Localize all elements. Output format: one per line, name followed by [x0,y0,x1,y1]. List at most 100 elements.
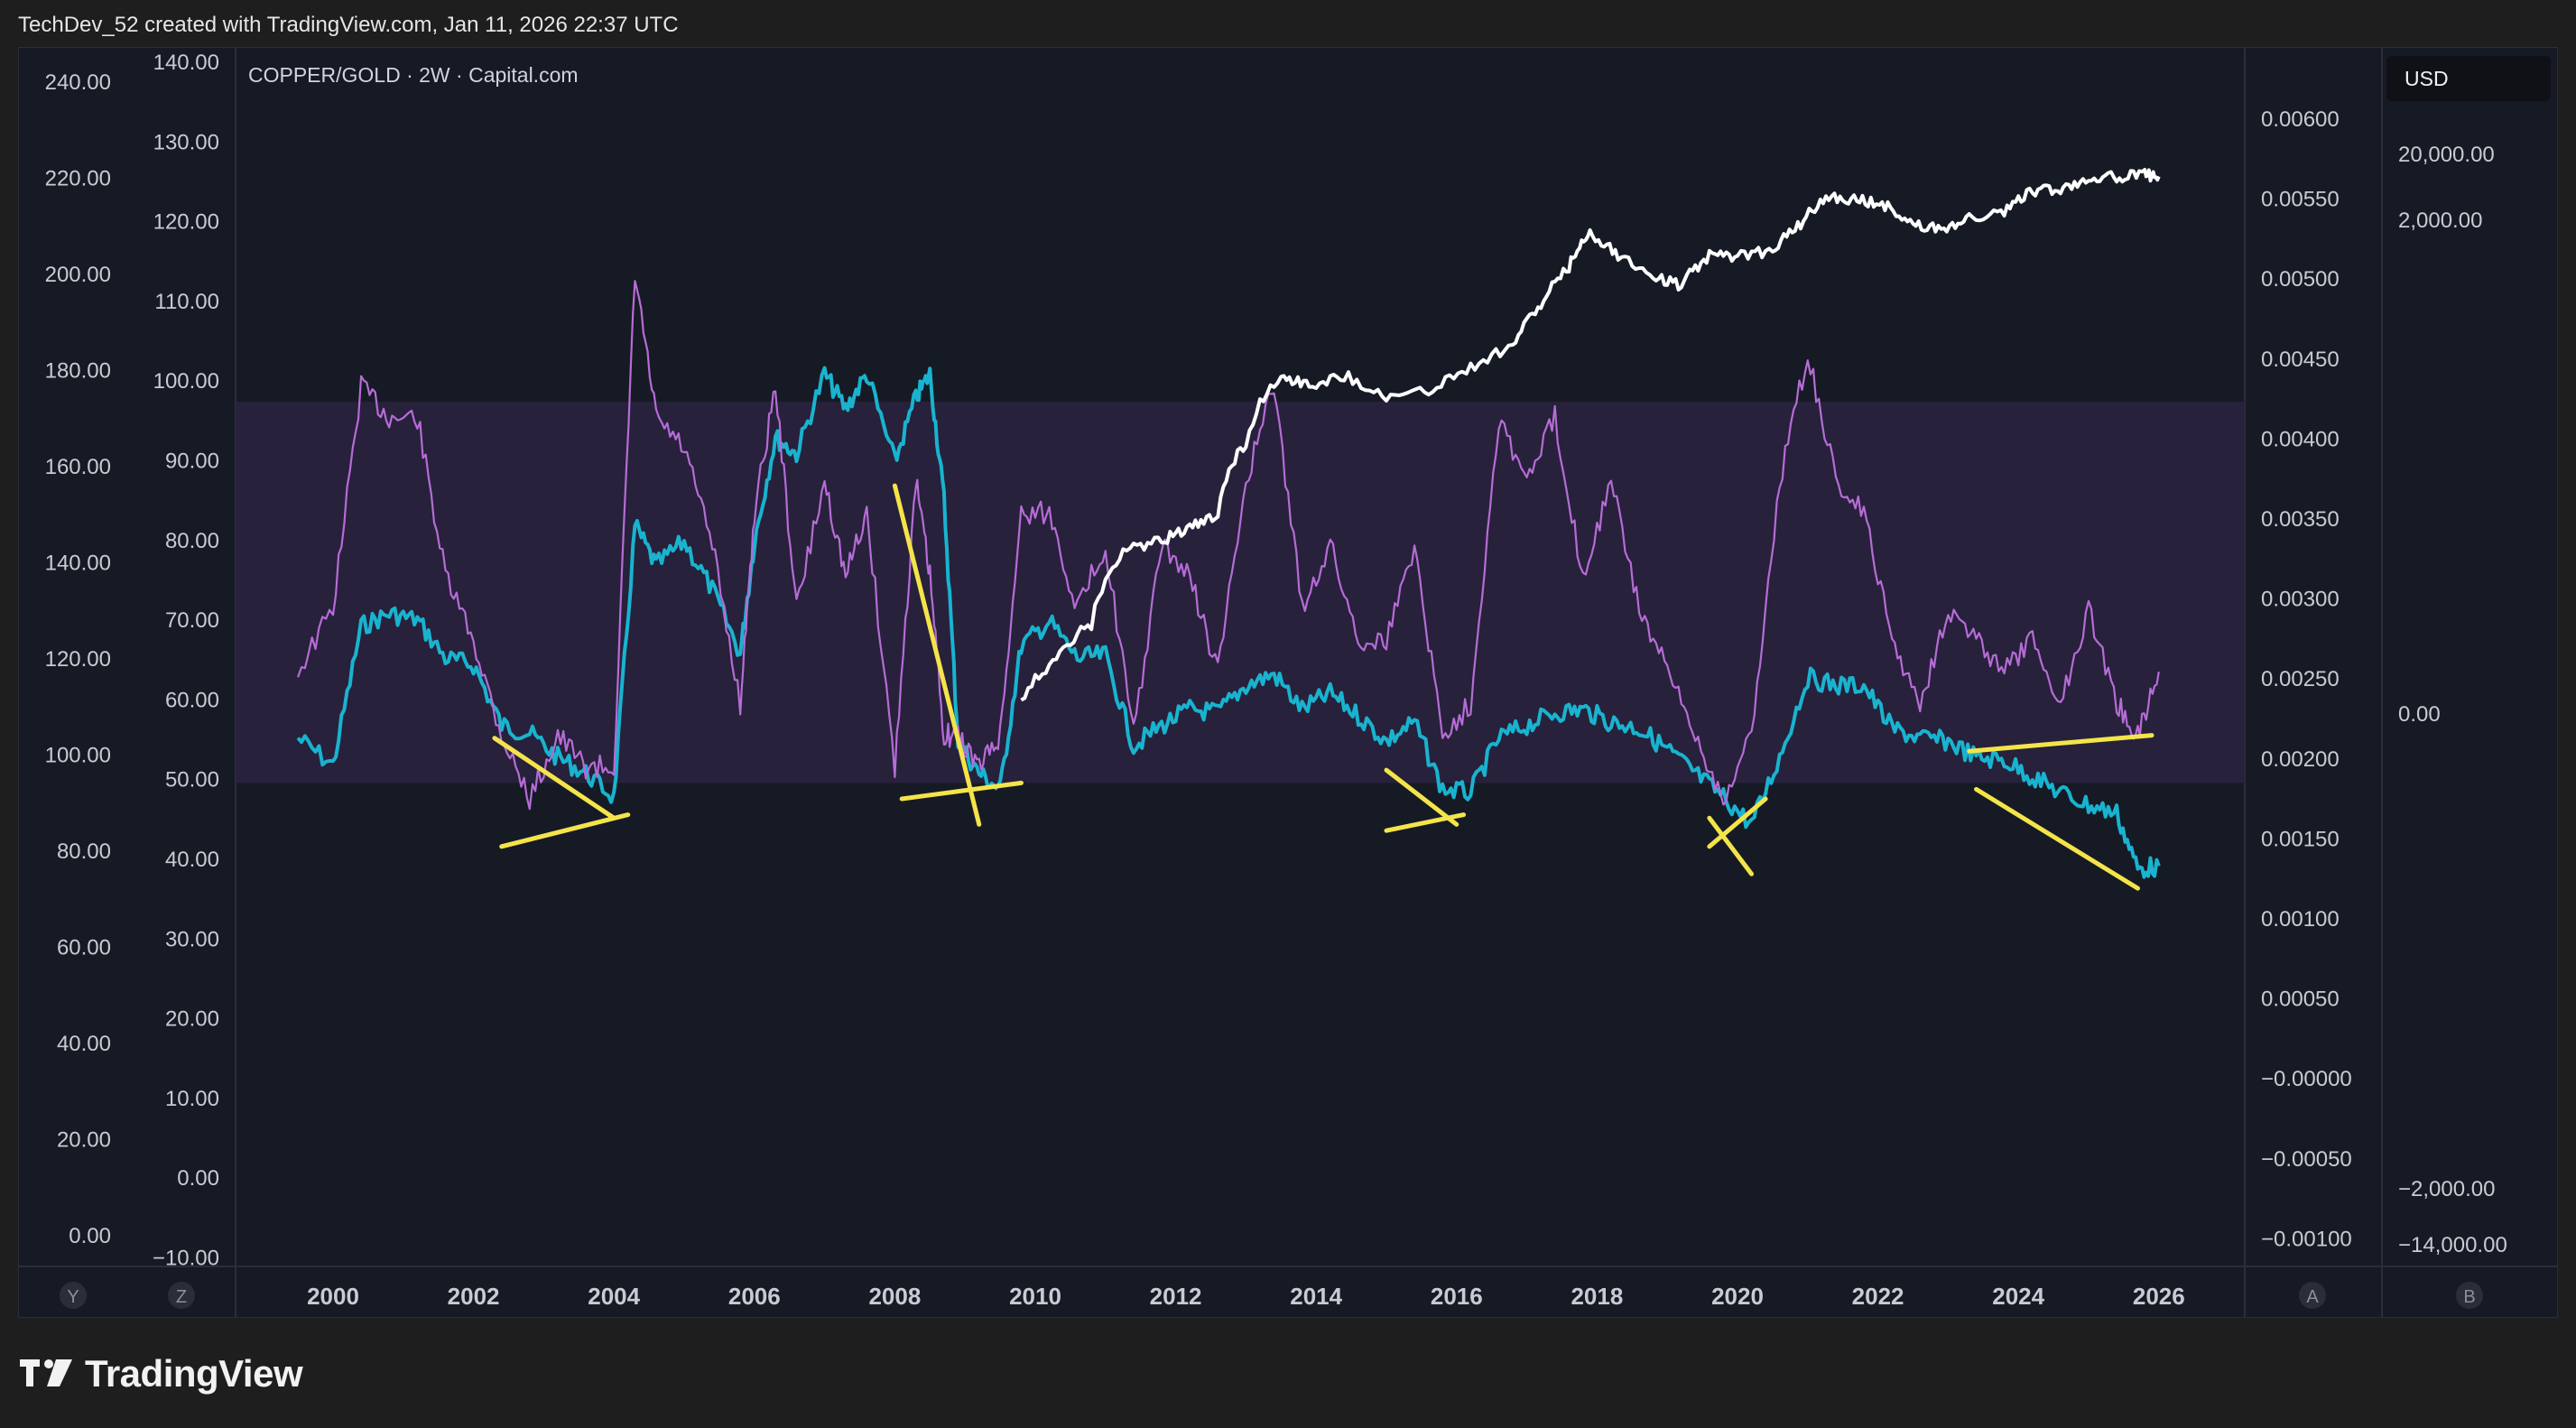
axis-button-b[interactable]: B [2456,1282,2483,1309]
oscillator-band [236,402,2245,784]
right-outer-tick-label: −2,000.00 [2398,1177,2495,1201]
left-outer-tick-label: 0.00 [69,1224,111,1248]
right-inner-tick-label: 0.00300 [2261,588,2340,612]
ratio-series [296,366,2161,879]
annotation-line [1967,733,2154,754]
left-outer-tick-label: 20.00 [57,1128,111,1153]
right-inner-tick-label: 0.00550 [2261,188,2340,212]
left-outer-tick-label: 40.00 [57,1032,111,1056]
right-inner-tick-label: 0.00250 [2261,667,2340,691]
axis-button-b-circle [2456,1282,2483,1309]
chart-attribution: TechDev_52 created with TradingView.com,… [18,13,679,37]
left-inner-tick-label: 0.00 [177,1166,219,1191]
chart-canvas[interactable]: COPPER/GOLD · 2W · Capital.com 240.00 220… [19,48,2557,1317]
axis-button-z[interactable]: Z [168,1282,195,1309]
left-outer-tick-label: 200.00 [45,263,111,287]
oscillator-band-rect [236,402,2245,784]
annotation-line [1384,812,1467,833]
annotation-line [899,780,1024,802]
left-outer-tick-label: 180.00 [45,359,111,384]
axis-button-z-circle [168,1282,195,1309]
left-inner-tick-label: 140.00 [153,51,219,75]
currency-selector[interactable]: USD [2386,56,2551,101]
right-inner-tick-label: 0.00050 [2261,988,2340,1012]
annotation-line [492,736,616,821]
right-inner-tick-label: 0.00100 [2261,907,2340,932]
tradingview-brand: TradingView [20,1350,303,1397]
left-inner-tick-label: 10.00 [165,1087,219,1111]
annotation-lines [492,483,2154,891]
ratio-line [296,366,2161,879]
annotation-line [1384,767,1459,827]
right-outer-tick-label: 20,000.00 [2398,143,2495,167]
left-outer-tick-label: 160.00 [45,455,111,479]
right-inner-tick-label: 0.00500 [2261,267,2340,292]
chart-frame: COPPER/GOLD · 2W · Capital.com 240.00 220… [18,47,2558,1318]
annotation-line [1707,796,1768,849]
tradingview-logo-icon [20,1359,72,1386]
axis-button-y[interactable]: Y [60,1282,87,1309]
right-inner-tick-label: −0.00050 [2261,1147,2352,1172]
left-inner-tick-label: 60.00 [165,688,219,712]
oscillator-line [297,280,2160,811]
left-inner-tick-label: 90.00 [165,450,219,474]
right-outer-tick-label: −14,000.00 [2398,1233,2507,1257]
x-tick-label: 2020 [1711,1283,1764,1310]
axis-button-y-circle [60,1282,87,1309]
left-inner-tick-label: 100.00 [153,369,219,394]
left-inner-tick-label: 20.00 [165,1007,219,1032]
left-inner-tick-label: 30.00 [165,927,219,951]
left-outer-tick-label: 100.00 [45,744,111,768]
right-inner-tick-label: −0.00000 [2261,1067,2352,1091]
x-tick-label: 2026 [2133,1283,2185,1310]
left-inner-tick-label: −10.00 [153,1247,219,1271]
left-inner-tick-label: 50.00 [165,768,219,793]
chart-title: COPPER/GOLD · 2W · Capital.com [248,63,579,87]
annotation-line [1974,786,2140,891]
left-inner-tick-label: 120.00 [153,210,219,235]
left-outer-tick-label: 80.00 [57,839,111,864]
x-tick-label: 2024 [1992,1283,2044,1310]
x-tick-label: 2000 [307,1283,359,1310]
x-tick-label: 2012 [1150,1283,1202,1310]
x-tick-label: 2008 [868,1283,921,1310]
left-outer-tick-label: 220.00 [45,167,111,191]
right-inner-tick-label: 0.00150 [2261,827,2340,851]
btc-line [1020,168,2161,702]
brand-name: TradingView [85,1352,303,1395]
left-inner-tick-label: 40.00 [165,848,219,872]
left-outer-tick-label: 60.00 [57,936,111,960]
axis-button-a[interactable]: A [2299,1282,2326,1309]
right-inner-tick-label: 0.00400 [2261,427,2340,451]
x-tick-label: 2010 [1009,1283,1061,1310]
x-tick-label: 2004 [588,1283,640,1310]
right-inner-tick-label: 0.00450 [2261,348,2340,372]
annotation-line [1707,815,1755,876]
x-tick-label: 2006 [728,1283,781,1310]
x-tick-label: 2016 [1431,1283,1483,1310]
annotation-line [892,483,982,827]
axis-button-a-label: A [2306,1287,2319,1307]
left-outer-tick-label: 240.00 [45,70,111,95]
right-inner-tick-label: −0.00100 [2261,1227,2352,1251]
left-inner-tick-label: 70.00 [165,608,219,633]
axis-button-y-label: Y [67,1287,79,1307]
axis-button-z-label: Z [176,1287,187,1307]
x-tick-label: 2014 [1290,1283,1342,1310]
left-inner-tick-label: 130.00 [153,130,219,154]
right-outer-tick-label: 2,000.00 [2398,209,2482,233]
left-inner-tick-label: 110.00 [154,290,219,314]
btc-series [1020,168,2161,702]
x-tick-label: 2002 [448,1283,500,1310]
x-tick-label: 2018 [1571,1283,1623,1310]
right-inner-tick-label: 0.00200 [2261,747,2340,772]
annotation-line [499,812,631,849]
x-tick-label: 2022 [1852,1283,1904,1310]
right-inner-tick-label: 0.00600 [2261,107,2340,132]
right-outer-tick-label: 0.00 [2398,702,2441,727]
axis-button-b-label: B [2463,1287,2475,1307]
axis-button-a-circle [2299,1282,2326,1309]
axis-ticks: 240.00 220.00 200.00 180.00 160.00 140.00 120.… [45,51,2507,1310]
left-outer-tick-label: 120.00 [45,647,111,672]
